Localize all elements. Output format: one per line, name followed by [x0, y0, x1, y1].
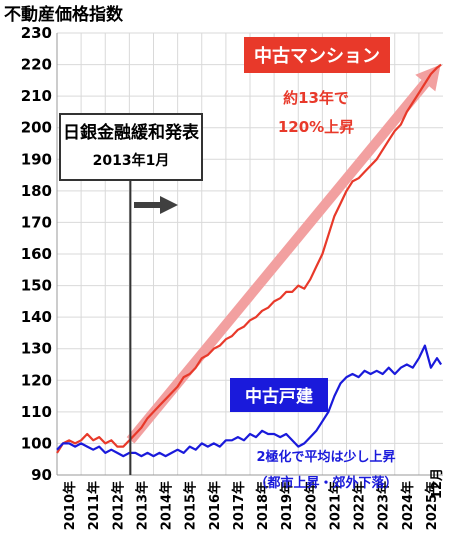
axis-layer: 90 100 110 120 130 140 150 160 170 180 190 200 210 22…: [21, 24, 443, 530]
x-tick-label: 2013年: [134, 481, 150, 530]
end-month-label: 12月: [430, 468, 445, 499]
y-tick-label: 210: [21, 87, 52, 105]
x-tick-label: 2023年: [376, 481, 392, 530]
event-box-date: 2013年1月: [93, 152, 170, 169]
mansion-note-line1: 約13年で: [283, 89, 349, 107]
trend-arrow-shaft: [126, 79, 430, 444]
series-layer: [56, 63, 443, 458]
mansion-label: 中古マンション: [254, 45, 380, 67]
mansion-note-line2: 120%上昇: [278, 118, 354, 136]
x-tick-label: 2017年: [231, 481, 247, 530]
x-tick-label: 2010年: [62, 481, 78, 530]
y-tick-label: 90: [31, 466, 52, 484]
x-tick-label: 2018年: [255, 481, 271, 530]
x-tick-label: 2012年: [110, 481, 126, 530]
x-tick-label: 2021年: [327, 481, 343, 530]
y-tick-label: 220: [21, 56, 52, 74]
house-label: 中古戸建: [245, 386, 313, 407]
x-tick-label: 2011年: [86, 481, 102, 530]
event-box: [59, 113, 203, 181]
y-tick-label: 130: [21, 340, 52, 358]
y-tick-label: 170: [21, 213, 52, 231]
y-tick-label: 200: [21, 119, 52, 137]
y-tick-label: 180: [21, 182, 52, 200]
house-label-box: [230, 378, 328, 412]
series-line-0: [56, 63, 442, 454]
y-tick-label: 230: [21, 24, 52, 42]
y-tick-label: 160: [21, 245, 52, 263]
series-line-1: [56, 344, 443, 458]
y-tick-label: 190: [21, 150, 52, 168]
y-tick-label: 100: [21, 434, 52, 452]
house-note-line2: （都市上昇・郊外下落）: [254, 475, 397, 491]
x-tick-label: 2019年: [279, 481, 295, 530]
x-tick-label: 2022年: [352, 481, 368, 530]
x-tick-label: 2015年: [183, 481, 199, 530]
x-tick-label: 2020年: [303, 481, 319, 530]
x-tick-label: 2016年: [207, 481, 223, 530]
x-tick-label: 2024年: [400, 481, 416, 530]
right-arrow-icon: [134, 196, 178, 214]
house-note-line1: 2極化で平均は少し上昇: [256, 449, 395, 465]
x-tick-label: 2025年: [424, 481, 440, 530]
y-tick-label: 140: [21, 308, 52, 326]
chart-title: 不動産価格指数: [4, 4, 124, 25]
y-tick-label: 110: [21, 403, 52, 421]
y-tick-label: 120: [21, 371, 52, 389]
y-tick-label: 150: [21, 277, 52, 295]
event-box-title: 日銀金融緩和発表: [63, 122, 200, 143]
mansion-label-box: [244, 37, 390, 73]
x-tick-label: 2014年: [159, 481, 175, 530]
